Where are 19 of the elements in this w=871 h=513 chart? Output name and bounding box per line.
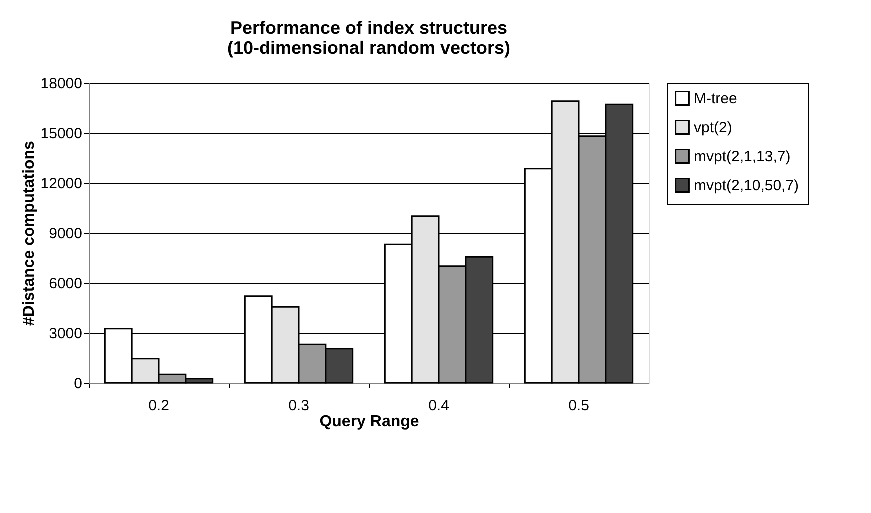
legend-label: M-tree: [694, 90, 738, 108]
x-tick-label: 0.2: [148, 398, 170, 414]
x-tick-label: 0.4: [428, 398, 450, 414]
legend-label: vpt(2): [694, 120, 732, 136]
y-tick-label: 12000: [40, 176, 82, 192]
y-axis-title: #Distance computations: [20, 140, 38, 326]
x-tick-label: 0.5: [568, 398, 590, 414]
legend-label: mvpt(2,10,50,7): [694, 178, 800, 194]
y-tick-label: 15000: [40, 126, 82, 142]
x-axis-title: Query Range: [320, 414, 420, 430]
y-tick-label: 9000: [49, 226, 82, 242]
text: (10-dimensional random vectors): [227, 38, 511, 58]
text: Performance of index structures: [230, 18, 508, 38]
x-tick-label: 0.3: [288, 398, 310, 414]
y-tick-label: 3000: [49, 326, 82, 342]
y-tick-label: 0: [74, 376, 82, 392]
y-tick-label: 6000: [49, 276, 82, 292]
y-tick-label: 18000: [40, 76, 82, 92]
legend-label: mvpt(2,1,13,7): [694, 148, 791, 166]
